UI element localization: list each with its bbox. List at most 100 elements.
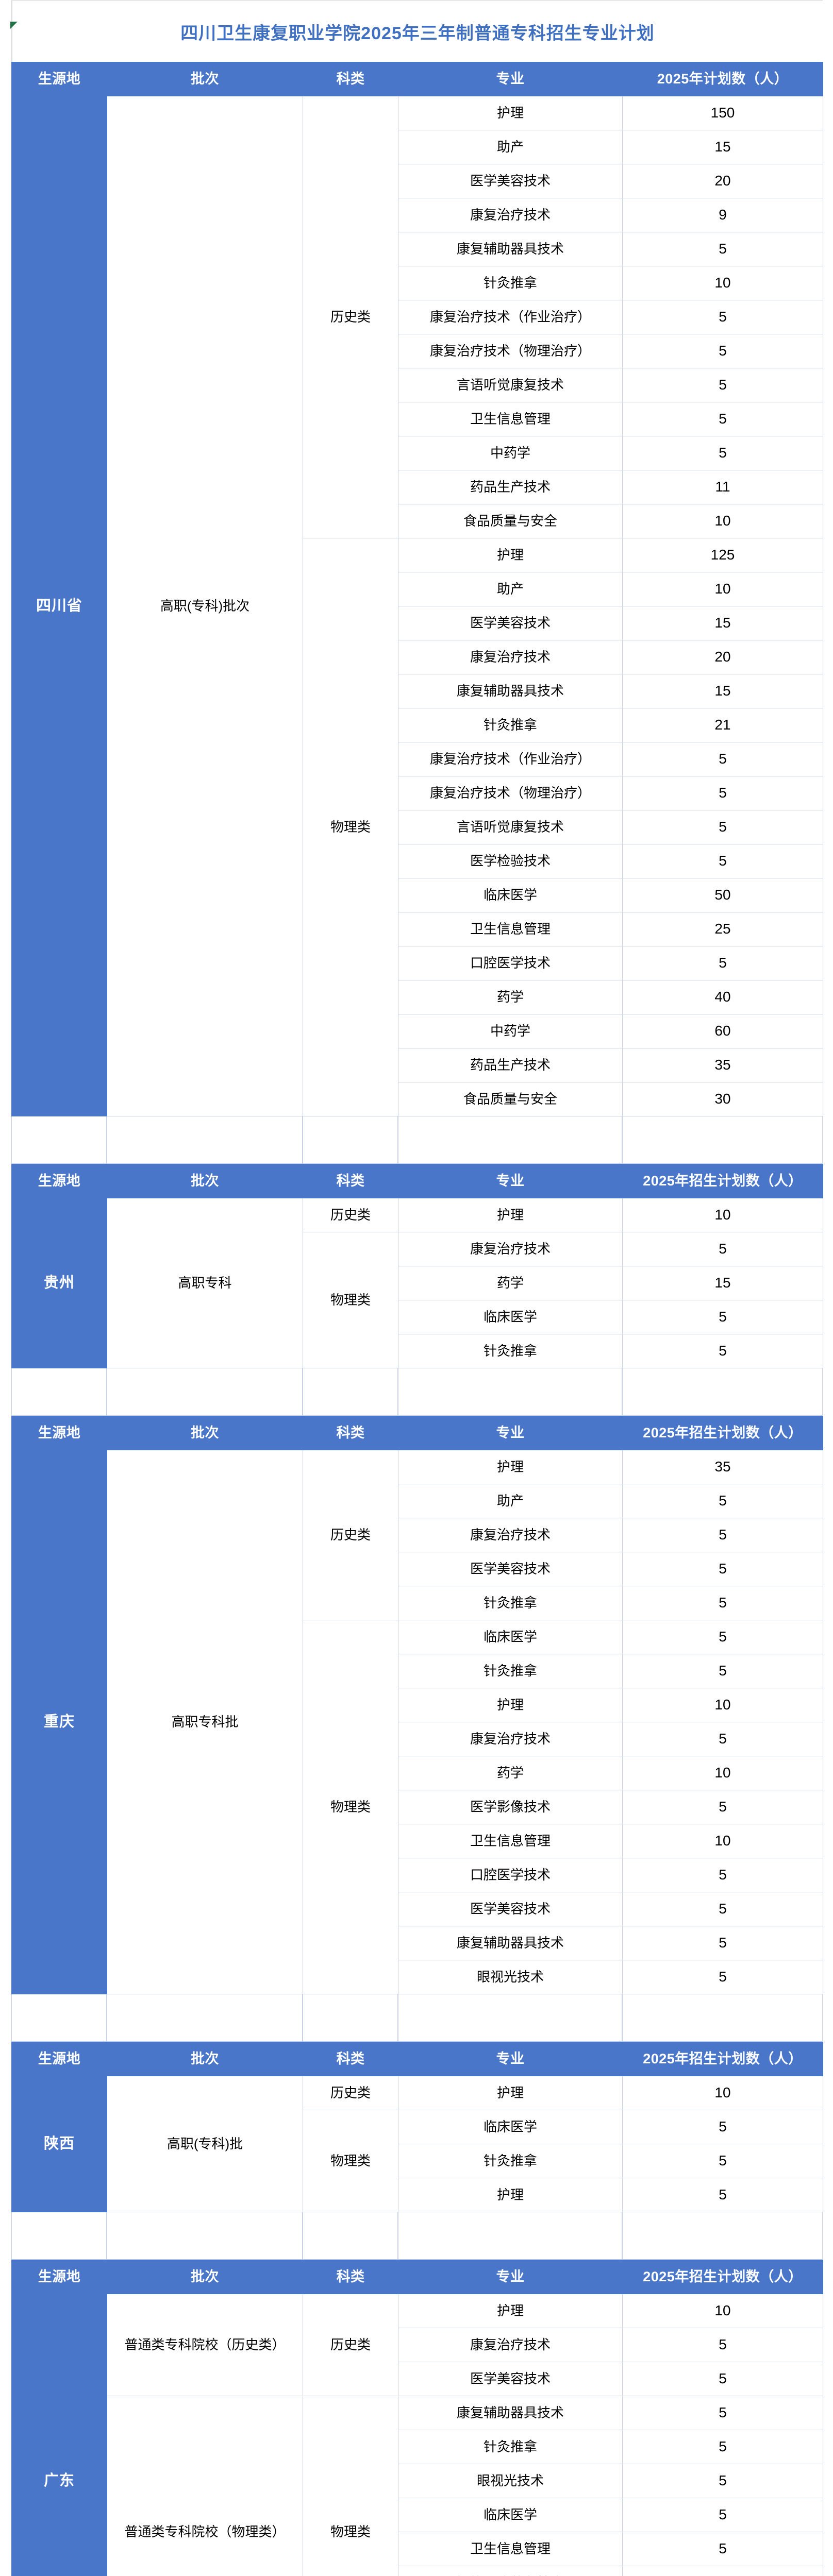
region-cell: 广东 bbox=[11, 2294, 107, 2576]
table-row: 临床医学 50 bbox=[12, 878, 823, 912]
subject-header: 科类 bbox=[303, 1164, 398, 1198]
count-cell: 150 bbox=[622, 96, 823, 130]
count-cell: 10 bbox=[622, 504, 823, 538]
table-row: 眼视光技术 5 bbox=[12, 2464, 823, 2498]
major-cell: 口腔医学技术 bbox=[398, 946, 623, 980]
major-cell: 康复治疗技术（作业治疗） bbox=[398, 300, 623, 334]
major-cell: 药品生产技术 bbox=[398, 470, 623, 504]
plan-table-guangdong: 生源地 批次 科类 专业 2025年招生计划数（人） 广东 普通类专科院校（历史类） 历史类护… bbox=[11, 2260, 823, 2576]
table-header-row: 生源地 批次 科类 专业 2025年招生计划数（人） bbox=[11, 2042, 823, 2076]
count-cell: 15 bbox=[622, 606, 823, 640]
major-cell: 中药学 bbox=[398, 1014, 623, 1048]
subject-cell: 物理类 bbox=[303, 1232, 398, 1368]
blank-cell bbox=[622, 1994, 823, 2042]
table-row: 卫生信息管理 10 bbox=[12, 1824, 823, 1858]
major-cell: 助产 bbox=[398, 130, 623, 164]
table-row: 针灸推拿 5 bbox=[12, 1654, 823, 1688]
table-row: 康复治疗技术（作业治疗） 5 bbox=[12, 300, 823, 334]
count-cell: 10 bbox=[622, 2076, 823, 2110]
table-row: 助产 10 bbox=[12, 572, 823, 606]
major-cell: 医学美容技术 bbox=[398, 164, 623, 198]
count-cell: 10 bbox=[622, 266, 823, 300]
major-cell: 中药学 bbox=[398, 436, 623, 470]
count-cell: 10 bbox=[622, 572, 823, 606]
batch-cell: 普通类专科院校（物理类） bbox=[107, 2396, 303, 2576]
count-cell: 5 bbox=[622, 2532, 823, 2566]
subject-header: 科类 bbox=[303, 62, 398, 96]
major-cell: 医学美容技术 bbox=[398, 1552, 623, 1586]
count-cell: 5 bbox=[622, 1334, 823, 1368]
subject-header: 科类 bbox=[303, 1416, 398, 1450]
batch-header: 批次 bbox=[107, 2260, 303, 2294]
major-cell: 口腔医学技术 bbox=[398, 1858, 623, 1892]
major-cell: 医学检验技术 bbox=[398, 844, 623, 878]
table-row: 康复辅助器具技术 5 bbox=[12, 232, 823, 266]
table-row: 临床医学 5 bbox=[12, 1300, 823, 1334]
table-row: 临床医学 5 bbox=[12, 2498, 823, 2532]
major-header: 专业 bbox=[398, 1164, 623, 1198]
table-row: 四川省 高职(专科)批次 历史类 护理 150 bbox=[11, 96, 823, 1116]
subject-cell: 物理类 bbox=[303, 2110, 398, 2212]
table-header-row: 生源地 批次 科类 专业 2025年招生计划数（人） bbox=[11, 1164, 823, 1198]
batch-cell: 高职专科批 bbox=[107, 1450, 303, 1994]
table-row: 医学美容技术 5 bbox=[12, 2362, 823, 2396]
count-header: 2025年招生计划数（人） bbox=[622, 2260, 823, 2294]
count-cell: 10 bbox=[622, 2566, 823, 2576]
table-row: 医学影像技术 5 bbox=[12, 1790, 823, 1824]
count-cell: 5 bbox=[622, 2362, 823, 2396]
count-cell: 5 bbox=[622, 1620, 823, 1654]
count-cell: 5 bbox=[622, 1552, 823, 1586]
count-cell: 20 bbox=[622, 164, 823, 198]
major-cell: 针灸推拿 bbox=[398, 1586, 623, 1620]
region-header: 生源地 bbox=[11, 2042, 107, 2076]
count-cell: 15 bbox=[622, 130, 823, 164]
count-cell: 5 bbox=[622, 776, 823, 810]
count-cell: 60 bbox=[622, 1014, 823, 1048]
major-cell: 护理 bbox=[398, 1198, 623, 1232]
count-cell: 5 bbox=[622, 436, 823, 470]
table-row: 药学 15 bbox=[12, 1266, 823, 1300]
count-cell: 10 bbox=[622, 1688, 823, 1722]
table-row: 普通类专科院校（物理类） 物理类 康复辅助器具技术 5 bbox=[12, 2396, 823, 2576]
batch-cell: 普通类专科院校（历史类） bbox=[107, 2294, 303, 2396]
subject-cell: 物理类 bbox=[303, 1620, 398, 1994]
count-cell: 5 bbox=[622, 2110, 823, 2144]
major-cell: 言语听觉康复技术 bbox=[398, 368, 623, 402]
count-cell: 5 bbox=[622, 1518, 823, 1552]
major-cell: 康复辅助器具技术 bbox=[398, 674, 623, 708]
major-cell: 医学美容技术 bbox=[398, 606, 623, 640]
page-title: 四川卫生康复职业学院2025年三年制普通专科招生专业计划 bbox=[180, 23, 655, 43]
plan-tables-container: 生源地 批次 科类 专业 2025年计划数（人） 四川省 高职(专科)批次 历史类 护理 150 助… bbox=[11, 62, 823, 2576]
major-cell: 助产 bbox=[398, 1484, 623, 1518]
count-cell: 5 bbox=[622, 2178, 823, 2212]
major-cell: 智能医疗装备技术 bbox=[398, 2566, 623, 2576]
count-cell: 5 bbox=[622, 946, 823, 980]
batch-cell: 高职(专科)批次 bbox=[107, 96, 303, 1116]
major-cell: 临床医学 bbox=[398, 2498, 623, 2532]
table-row: 口腔医学技术 5 bbox=[12, 946, 823, 980]
major-cell: 助产 bbox=[398, 572, 623, 606]
major-cell: 康复治疗技术 bbox=[398, 640, 623, 674]
region-header: 生源地 bbox=[11, 2260, 107, 2294]
region-cell: 四川省 bbox=[11, 96, 107, 1116]
table-row: 康复辅助器具技术 5 bbox=[12, 1926, 823, 1960]
blank-row-spacer bbox=[11, 1994, 823, 2042]
major-header: 专业 bbox=[398, 2260, 623, 2294]
table-row: 助产 5 bbox=[12, 1484, 823, 1518]
table-row: 康复治疗技术（物理治疗） 5 bbox=[12, 776, 823, 810]
major-cell: 康复治疗技术（物理治疗） bbox=[398, 776, 623, 810]
count-cell: 9 bbox=[622, 198, 823, 232]
table-row: 康复辅助器具技术 15 bbox=[12, 674, 823, 708]
table-row: 康复治疗技术 5 bbox=[12, 1722, 823, 1756]
count-cell: 5 bbox=[622, 810, 823, 844]
major-cell: 针灸推拿 bbox=[398, 2430, 623, 2464]
major-cell: 临床医学 bbox=[398, 1620, 623, 1654]
blank-cell bbox=[11, 1116, 107, 1164]
region-header: 生源地 bbox=[11, 1164, 107, 1198]
table-header-row: 生源地 批次 科类 专业 2025年计划数（人） bbox=[11, 62, 823, 96]
major-cell: 护理 bbox=[398, 2294, 623, 2328]
major-cell: 医学影像技术 bbox=[398, 1790, 623, 1824]
count-header: 2025年招生计划数（人） bbox=[622, 1164, 823, 1198]
blank-cell bbox=[303, 1368, 398, 1416]
